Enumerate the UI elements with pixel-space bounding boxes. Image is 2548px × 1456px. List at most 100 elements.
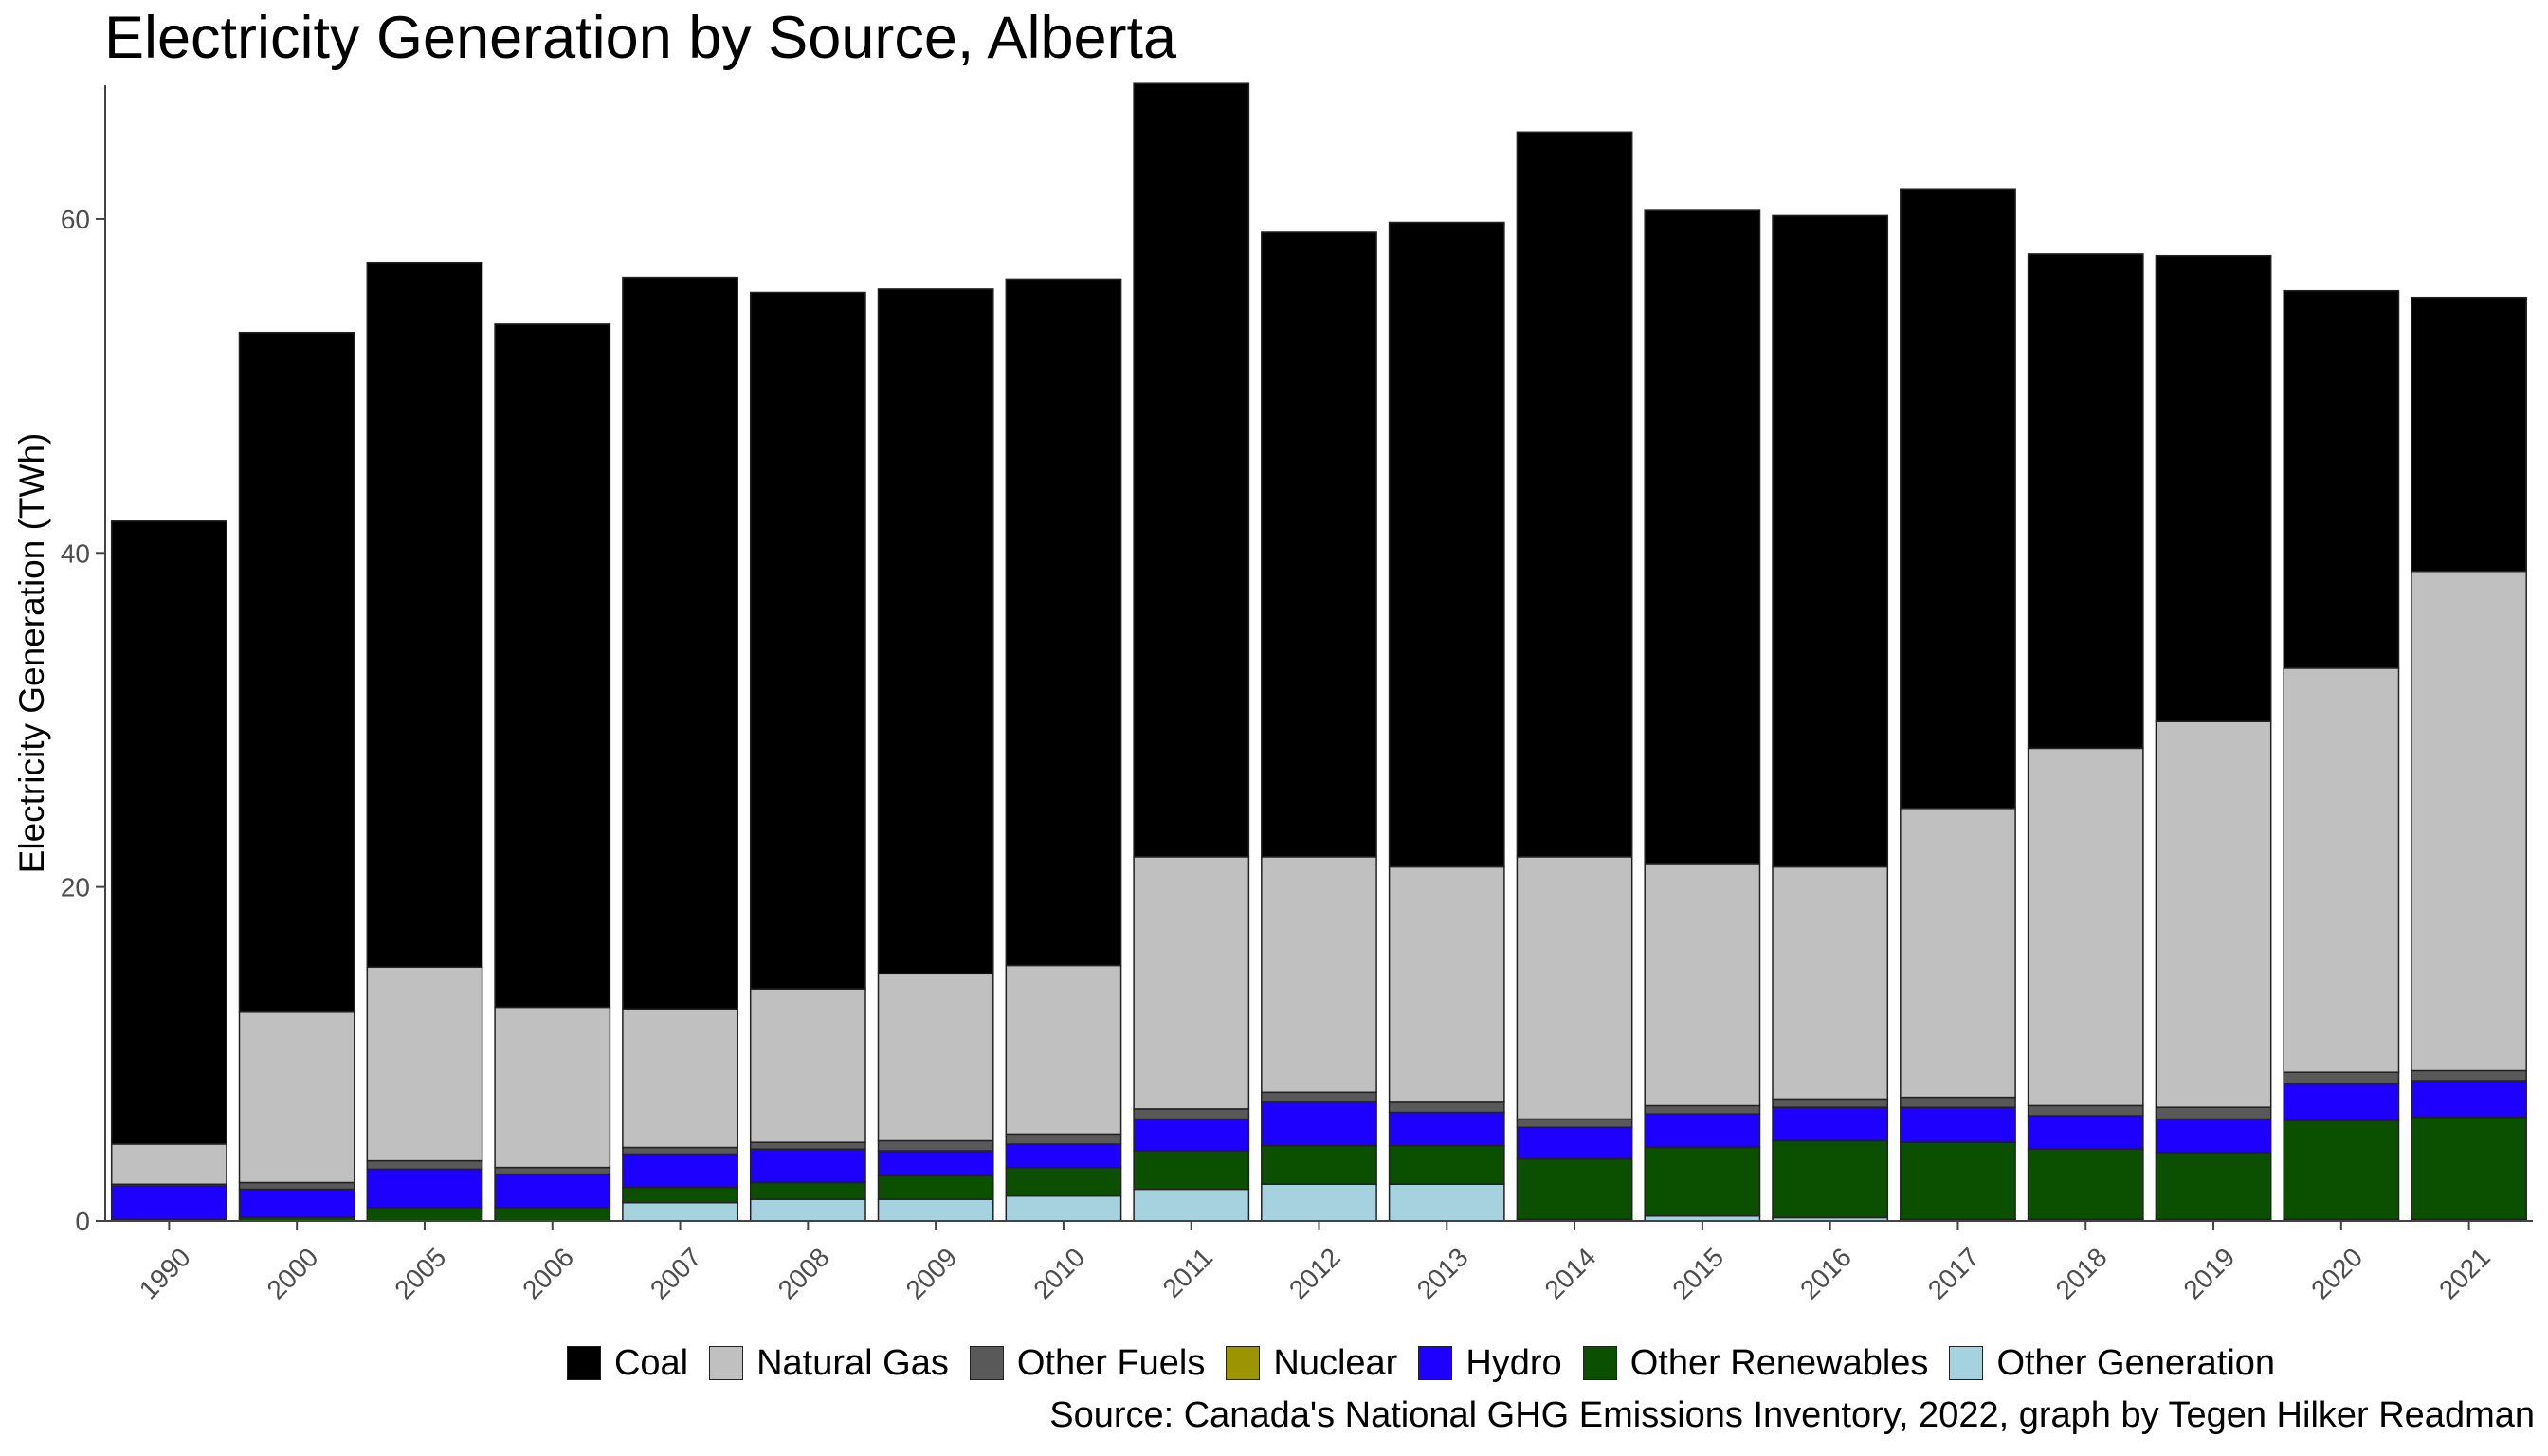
y-ticks-layer: 0 20 40 60 (61, 205, 105, 1236)
legend-swatch (1582, 1346, 1617, 1380)
bar-segment-other-renewables-2020 (2283, 1119, 2400, 1220)
bar-segment-hydro-2008 (749, 1148, 866, 1184)
bar-segment-natural-gas-2019 (2155, 720, 2272, 1108)
bar-segment-coal-2012 (1261, 231, 1377, 858)
bar-segment-hydro-2021 (2411, 1080, 2527, 1119)
legend-item-natural-gas: Natural Gas (709, 1343, 949, 1384)
bar-segment-coal-2020 (2283, 289, 2400, 669)
bar-segment-coal-2014 (1516, 131, 1633, 858)
bar-segment-other-generation-2013 (1388, 1183, 1505, 1222)
x-tick-label: 2006 (517, 1242, 579, 1304)
x-ticks-layer: 1990 2000 2005 2006 2007 2008 2009 2010 2011 2012… (134, 1221, 2496, 1304)
bar-segment-natural-gas-2015 (1644, 863, 1761, 1107)
bar-segment-other-fuels-2014 (1516, 1118, 1633, 1129)
legend-item-hydro: Hydro (1418, 1342, 1562, 1384)
bar-segment-natural-gas-2006 (494, 1006, 611, 1169)
legend-item-nuclear: Nuclear (1226, 1343, 1397, 1384)
x-tick-label: 2015 (1666, 1242, 1729, 1304)
legend-label: Other Renewables (1629, 1342, 1929, 1383)
x-tick-label: 2020 (2305, 1242, 2368, 1304)
bar-segment-natural-gas-2011 (1133, 856, 1250, 1110)
legend-item-other-generation: Other Generation (1949, 1343, 2275, 1384)
x-tick-label: 2008 (773, 1242, 835, 1304)
y-axis-label: Electricity Generation (TWh) (12, 433, 51, 874)
bar-segment-other-fuels-2011 (1133, 1108, 1250, 1120)
bar-segment-other-renewables-2010 (1005, 1166, 1122, 1197)
bar-segment-other-renewables-2012 (1261, 1144, 1377, 1185)
bar-segment-hydro-2009 (877, 1150, 994, 1177)
bar-segment-other-renewables-2005 (366, 1207, 483, 1222)
bar-segment-coal-2019 (2155, 254, 2272, 722)
bar-segment-other-fuels-2019 (2155, 1106, 2272, 1120)
bar-segment-other-fuels-2020 (2283, 1071, 2400, 1085)
bar-segment-other-renewables-2016 (1772, 1139, 1889, 1219)
bar-segment-coal-2010 (1005, 278, 1122, 967)
bar-segment-coal-2016 (1772, 214, 1889, 868)
bar-segment-other-renewables-2009 (877, 1174, 994, 1200)
legend: Coal Natural Gas Other Fuels Nuclear Hydro Ot… (0, 1335, 2548, 1392)
bar-segment-other-fuels-2010 (1005, 1133, 1122, 1145)
bar-segment-natural-gas-1990 (110, 1143, 228, 1186)
bar-segment-hydro-2012 (1261, 1101, 1377, 1147)
y-tick-label: 40 (61, 538, 90, 568)
bar-segment-other-fuels-2021 (2411, 1069, 2527, 1082)
bar-segment-natural-gas-2014 (1516, 856, 1633, 1120)
bar-segment-hydro-2018 (2027, 1115, 2144, 1150)
legend-item-other-fuels: Other Fuels (969, 1343, 1205, 1384)
legend-swatch (566, 1346, 601, 1380)
bar-segment-hydro-2015 (1644, 1113, 1761, 1149)
legend-item-coal: Coal (566, 1343, 688, 1384)
x-tick-label: 2009 (901, 1242, 963, 1304)
x-tick-label: 2011 (1157, 1242, 1219, 1303)
bar-segment-other-fuels-2007 (622, 1146, 738, 1156)
x-tick-label: 1990 (134, 1242, 196, 1304)
bar-segment-other-renewables-2015 (1644, 1146, 1761, 1217)
bar-segment-other-renewables-2011 (1133, 1150, 1250, 1191)
x-tick-label: 2013 (1411, 1242, 1474, 1304)
bar-segment-hydro-2011 (1133, 1118, 1250, 1152)
bar-segment-hydro-2007 (622, 1153, 738, 1189)
bar-segment-hydro-2006 (494, 1173, 611, 1209)
bar-segment-hydro-2000 (238, 1188, 355, 1219)
x-tick-label: 2000 (262, 1242, 324, 1304)
x-tick-label: 2021 (2433, 1242, 2496, 1304)
bar-segment-natural-gas-2008 (749, 988, 866, 1143)
bar-segment-other-fuels-2000 (238, 1181, 355, 1191)
bar-segment-hydro-2017 (1900, 1106, 2016, 1143)
legend-label: Hydro (1465, 1342, 1562, 1383)
bar-segment-hydro-2020 (2283, 1083, 2400, 1122)
bar-segment-natural-gas-2000 (238, 1011, 355, 1184)
legend-swatch (1418, 1346, 1453, 1380)
bar-segment-coal-2011 (1133, 82, 1250, 858)
bar-segment-natural-gas-2012 (1261, 856, 1377, 1094)
bar-segment-hydro-2014 (1516, 1126, 1633, 1160)
bars-layer (110, 82, 2527, 1222)
bar-segment-other-renewables-2019 (2155, 1152, 2272, 1221)
bar-segment-coal-2013 (1388, 221, 1505, 868)
bar-segment-hydro-2019 (2155, 1118, 2272, 1154)
bar-segment-natural-gas-2018 (2027, 747, 2144, 1107)
bar-segment-other-fuels-2008 (749, 1141, 866, 1150)
x-tick-label: 2014 (1538, 1242, 1601, 1304)
y-tick-label: 0 (75, 1207, 90, 1236)
bar-segment-other-renewables-2006 (494, 1207, 611, 1222)
bar-segment-other-fuels-2016 (1772, 1098, 1889, 1108)
bar-segment-natural-gas-2021 (2411, 570, 2527, 1072)
bar-segment-other-generation-2009 (877, 1198, 994, 1222)
y-tick-label: 20 (61, 873, 90, 902)
y-tick-label: 60 (61, 205, 90, 234)
bar-segment-coal-2021 (2411, 296, 2527, 573)
bar-segment-natural-gas-2007 (622, 1008, 738, 1149)
bar-segment-other-generation-2010 (1005, 1194, 1122, 1222)
x-tick-label: 2007 (645, 1242, 707, 1304)
bar-segment-other-generation-2012 (1261, 1183, 1377, 1222)
bar-segment-other-renewables-2013 (1388, 1144, 1505, 1185)
legend-label: Natural Gas (756, 1342, 949, 1383)
bar-segment-other-renewables-2007 (622, 1187, 738, 1204)
bar-segment-other-fuels-2018 (2027, 1104, 2144, 1117)
bar-segment-other-fuels-2015 (1644, 1104, 1761, 1115)
bar-segment-hydro-2016 (1772, 1106, 1889, 1142)
x-tick-label: 2005 (389, 1242, 451, 1304)
bar-segment-other-generation-2011 (1133, 1188, 1250, 1222)
bar-segment-other-fuels-2017 (1900, 1096, 2016, 1108)
